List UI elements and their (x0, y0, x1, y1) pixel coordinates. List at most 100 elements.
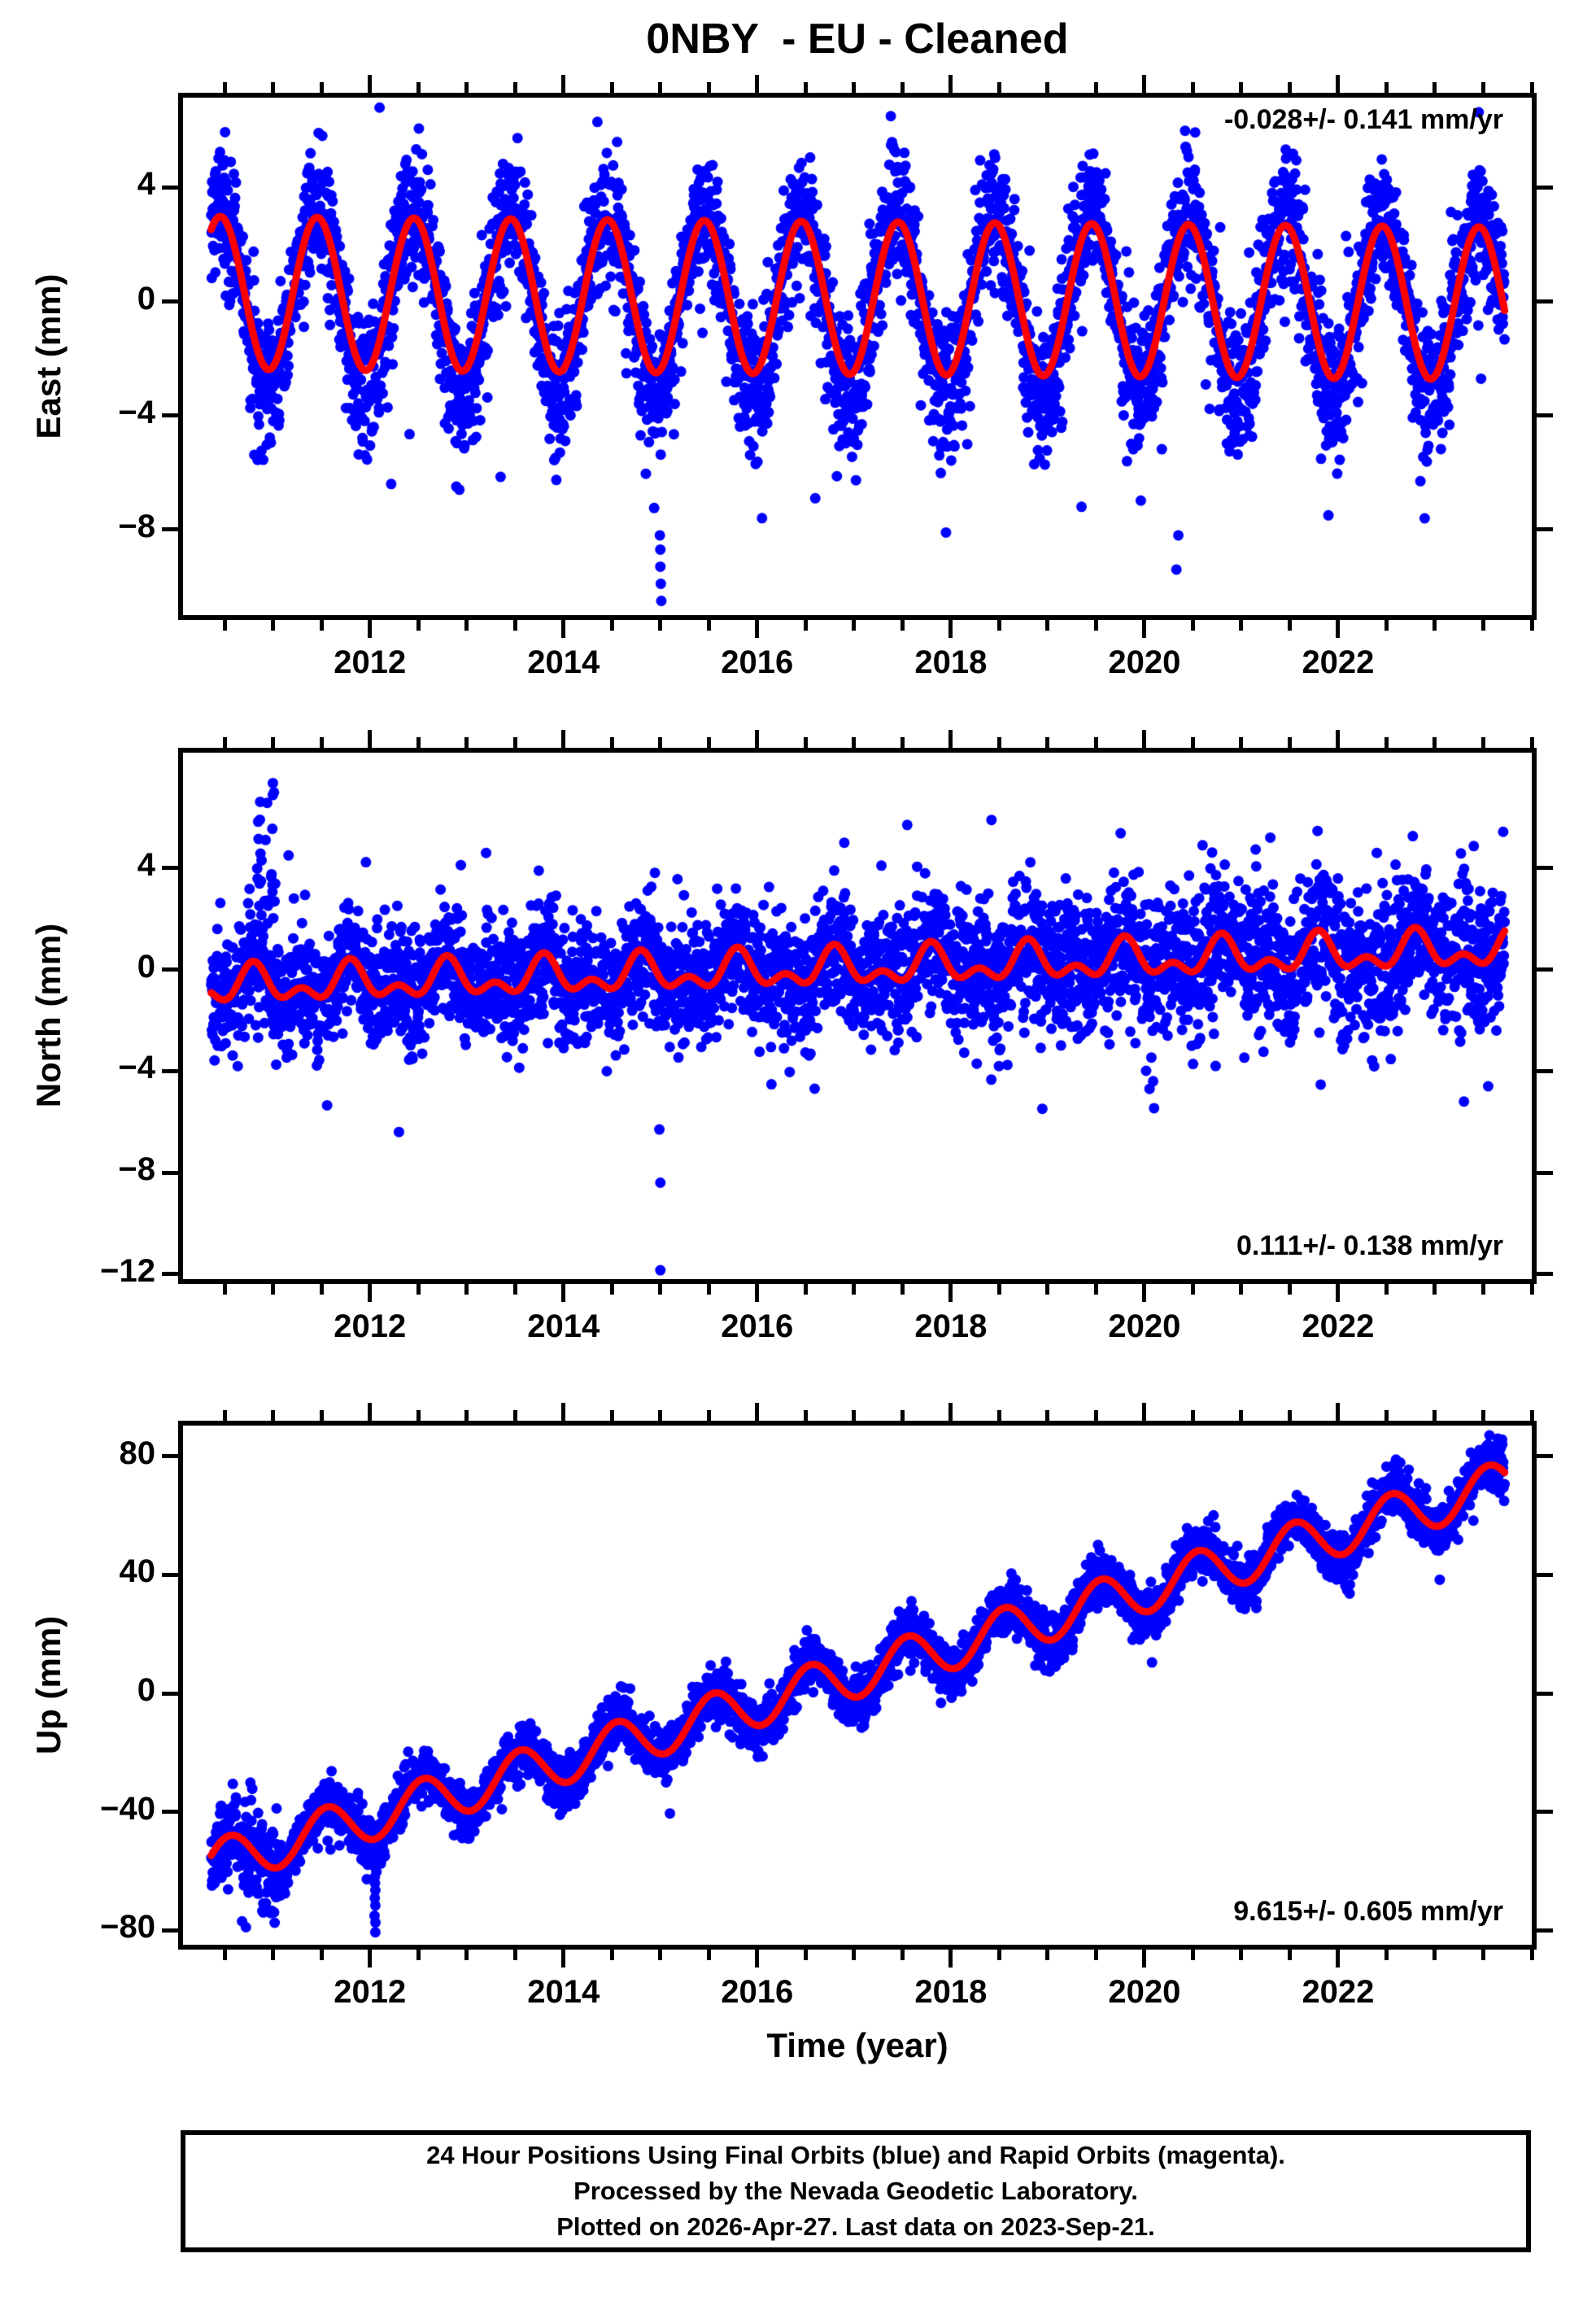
x-tick (512, 737, 517, 748)
x-tick (755, 730, 760, 748)
x-tick (319, 1284, 324, 1295)
y-tick (1537, 527, 1553, 532)
x-tick (1336, 1403, 1341, 1421)
x-tick (609, 1410, 614, 1421)
x-axis-title: Time (year) (766, 2026, 948, 2064)
x-tick (1045, 1950, 1050, 1960)
y-tick-label: 0 (137, 280, 155, 317)
x-tick (1432, 1410, 1437, 1421)
x-tick (996, 1410, 1001, 1421)
x-tick (948, 1284, 953, 1302)
x-tick (948, 1950, 953, 1968)
x-tick (1142, 75, 1147, 93)
x-tick (512, 620, 517, 631)
x-tick (658, 1950, 663, 1960)
y-tick (1537, 1928, 1553, 1933)
x-tick (803, 737, 808, 748)
up-rate-annotation: 9.615+/- 0.605 mm/yr (1233, 1896, 1503, 1927)
x-tick (948, 620, 953, 638)
y-tick (162, 1810, 178, 1815)
x-tick (1287, 1410, 1292, 1421)
x-tick (706, 1410, 711, 1421)
x-tick (852, 82, 857, 93)
y-tick (162, 527, 178, 532)
x-tick (1529, 737, 1534, 748)
east-scatter-canvas (183, 98, 1532, 615)
y-tick (162, 1928, 178, 1933)
up-plot-border (178, 1421, 1537, 1950)
x-tick-label: 2018 (914, 644, 988, 680)
x-tick (658, 1284, 663, 1295)
x-tick (464, 1410, 469, 1421)
x-tick (222, 1410, 227, 1421)
figure-title: 0NBY - EU - Cleaned (646, 15, 1069, 63)
y-tick-label: −8 (118, 508, 155, 544)
x-tick-label: 2014 (527, 644, 600, 680)
caption-line-2: Processed by the Nevada Geodetic Laborat… (573, 2177, 1138, 2205)
caption-line-3: Plotted on 2026-Apr-27. Last data on 202… (556, 2212, 1155, 2241)
y-tick (1537, 866, 1553, 871)
east-plot-border (178, 93, 1537, 620)
x-tick-label: 2012 (334, 1974, 407, 2010)
x-tick (1142, 620, 1147, 638)
x-tick (1529, 1410, 1534, 1421)
x-tick (464, 737, 469, 748)
y-tick (162, 1572, 178, 1577)
x-tick (1239, 1284, 1244, 1295)
x-tick (1093, 1284, 1098, 1295)
x-tick-label: 2022 (1302, 1308, 1375, 1344)
x-tick (319, 737, 324, 748)
x-tick (996, 1284, 1001, 1295)
y-tick-label: −4 (118, 1050, 155, 1086)
x-tick (512, 1950, 517, 1960)
x-tick (1239, 620, 1244, 631)
y-tick (1537, 1068, 1553, 1073)
x-tick (706, 1284, 711, 1295)
x-tick (1239, 1410, 1244, 1421)
x-tick (222, 1950, 227, 1960)
x-tick (512, 82, 517, 93)
x-tick (1336, 620, 1341, 638)
x-tick (222, 82, 227, 93)
x-tick (1384, 1950, 1389, 1960)
north-scatter-canvas (183, 753, 1532, 1279)
x-tick (1045, 1410, 1050, 1421)
y-tick (162, 299, 178, 304)
x-tick-label: 2012 (334, 644, 407, 680)
caption-box: 24 Hour Positions Using Final Orbits (bl… (181, 2130, 1531, 2252)
y-tick-label: 40 (119, 1553, 156, 1590)
y-tick (162, 967, 178, 972)
x-tick (706, 737, 711, 748)
x-tick (900, 1410, 905, 1421)
x-tick (1336, 730, 1341, 748)
north-axis-title: North (mm) (29, 923, 68, 1108)
x-tick (1239, 737, 1244, 748)
x-tick (948, 730, 953, 748)
x-tick (1287, 620, 1292, 631)
x-tick-label: 2016 (721, 1308, 794, 1344)
x-tick (1093, 82, 1098, 93)
x-tick (368, 1284, 373, 1302)
x-tick (416, 1410, 421, 1421)
x-tick (561, 1284, 566, 1302)
x-tick-label: 2012 (334, 1308, 407, 1344)
x-tick (803, 82, 808, 93)
y-tick (1537, 967, 1553, 972)
x-tick (1045, 737, 1050, 748)
x-tick (368, 620, 373, 638)
x-tick (706, 620, 711, 631)
y-tick (162, 1170, 178, 1175)
x-tick (1190, 82, 1195, 93)
x-tick (561, 1950, 566, 1968)
y-tick-label: 4 (137, 166, 155, 203)
east-rate-annotation: -0.028+/- 0.141 mm/yr (1223, 104, 1503, 135)
y-tick-label: −8 (118, 1151, 155, 1188)
y-tick-label: −4 (118, 394, 155, 430)
x-tick (900, 82, 905, 93)
x-tick (271, 737, 276, 748)
x-tick (755, 1284, 760, 1302)
x-tick (1480, 1284, 1485, 1295)
y-tick (1537, 1272, 1553, 1277)
x-tick (1142, 1284, 1147, 1302)
y-tick-label: 4 (137, 846, 155, 883)
